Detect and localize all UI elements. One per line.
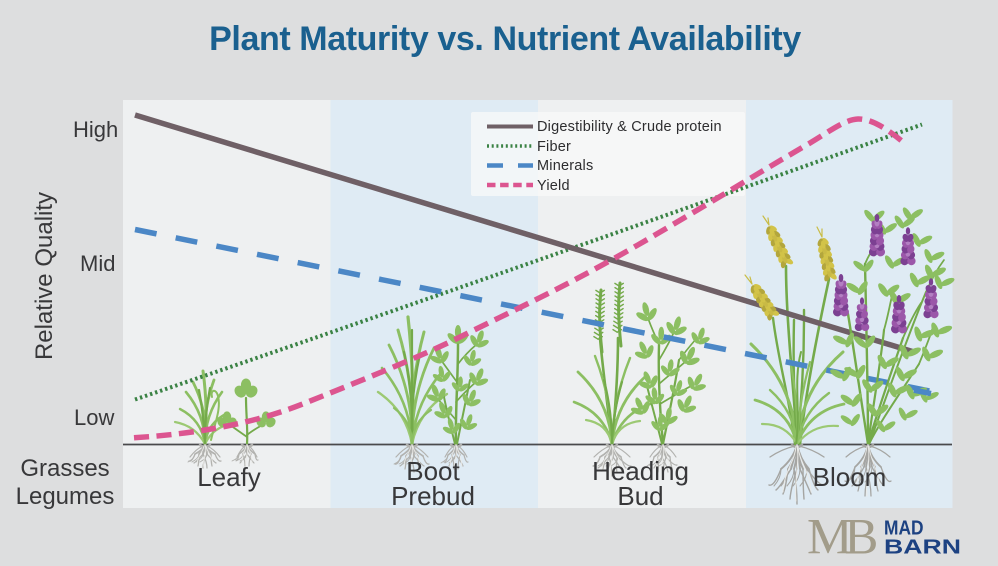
svg-text:MB: MB	[807, 512, 876, 562]
svg-text:BARN: BARN	[884, 536, 961, 558]
svg-text:MAD: MAD	[884, 517, 924, 539]
